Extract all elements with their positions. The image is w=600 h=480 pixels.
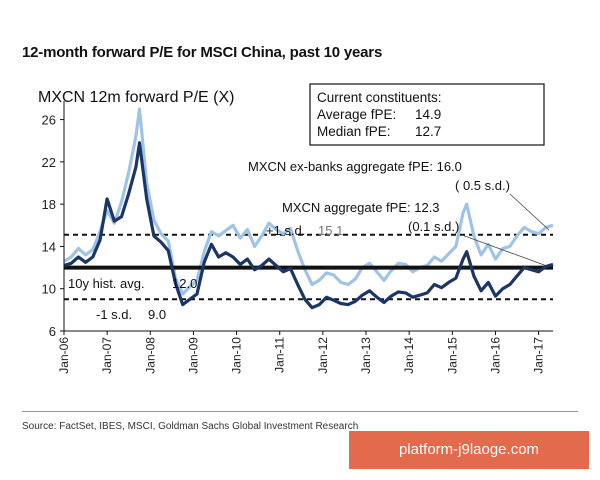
- y-tick-label-1: 22: [42, 155, 56, 170]
- page-title: 12-month forward P/E for MSCI China, pas…: [22, 44, 383, 61]
- hist-avg-label: 10y hist. avg.: [68, 276, 145, 291]
- x-tick-label-2: Jan-08: [143, 337, 157, 374]
- average-fpe-label: Average fPE:: [317, 107, 396, 122]
- annotation-aggregate-sd: (0.1 s.d.): [408, 219, 459, 234]
- annotation-aggregate: MXCN aggregate fPE: 12.3: [282, 200, 440, 215]
- y-axis-title: MXCN 12m forward P/E (X): [38, 89, 234, 106]
- current-constituents-box: Current constituents: Average fPE: 14.9 …: [309, 83, 545, 146]
- annotation-exbanks-pointer: [509, 193, 550, 231]
- hist-avg-value: 12.0: [172, 276, 197, 291]
- chart: MXCN 12m forward P/E (X) Current constit…: [38, 83, 554, 374]
- source-note: Source: FactSet, IBES, MSCI, Goldman Sac…: [22, 421, 359, 432]
- annotation-aggregate-pointer: [461, 234, 548, 267]
- reference-lines: [64, 233, 553, 301]
- median-fpe-label: Median fPE:: [317, 124, 391, 139]
- x-tick-label-9: Jan-15: [445, 337, 459, 374]
- annotation-exbanks-sd: ( 0.5 s.d.): [455, 178, 510, 193]
- plus-1sd-label: +1 s.d.: [266, 223, 305, 238]
- x-tick-label-5: Jan-11: [273, 337, 287, 373]
- x-tick-label-0: Jan-06: [57, 337, 71, 374]
- x-tick-label-4: Jan-10: [230, 337, 244, 374]
- average-fpe-value: 14.9: [415, 107, 441, 122]
- x-tick-label-7: Jan-13: [359, 337, 373, 374]
- x-tick-label-10: Jan-16: [488, 337, 502, 374]
- x-tick-label-3: Jan-09: [186, 337, 200, 374]
- y-tick-label-3: 14: [42, 239, 56, 254]
- series-line-1: [63, 141, 554, 310]
- x-tick-label-8: Jan-14: [402, 337, 416, 374]
- series-lines: [63, 107, 554, 310]
- legend-box-heading: Current constituents:: [317, 90, 442, 105]
- y-tick-label-4: 10: [42, 282, 56, 297]
- median-fpe-value: 12.7: [415, 124, 441, 139]
- x-tick-label-11: Jan-17: [532, 337, 546, 374]
- x-tick-label-6: Jan-12: [316, 337, 330, 374]
- annotation-exbanks: MXCN ex-banks aggregate fPE: 16.0: [248, 159, 462, 174]
- x-tick-label-1: Jan-07: [100, 337, 114, 374]
- source-divider: [22, 411, 578, 412]
- y-tick-label-0: 26: [42, 113, 56, 128]
- plus-1sd-value: 15.1: [318, 223, 343, 238]
- legend-box-frame: [309, 83, 545, 146]
- minus-1sd-value: 9.0: [148, 307, 166, 322]
- y-tick-label-5: 6: [49, 324, 56, 339]
- minus-1sd-label: -1 s.d.: [96, 307, 132, 322]
- series-line-0: [63, 107, 554, 296]
- y-tick-label-2: 18: [42, 197, 56, 212]
- watermark-banner: platform-j9laoge.com: [349, 431, 589, 469]
